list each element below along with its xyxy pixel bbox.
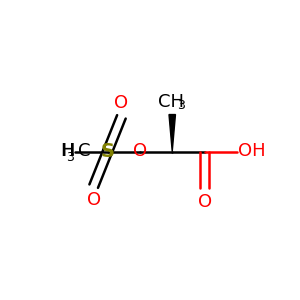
Text: OH: OH	[238, 142, 266, 160]
Polygon shape	[169, 115, 175, 152]
Text: O: O	[87, 191, 101, 209]
Text: O: O	[197, 193, 212, 211]
Text: S: S	[100, 142, 115, 161]
Text: H: H	[61, 142, 74, 160]
Text: O: O	[114, 94, 128, 112]
Text: C: C	[77, 142, 90, 160]
Text: O: O	[133, 142, 147, 160]
Text: CH: CH	[158, 93, 184, 111]
Text: $H_3C$: $H_3C$	[0, 299, 1, 300]
Text: H: H	[62, 142, 75, 160]
Text: 3: 3	[178, 100, 185, 112]
Text: 3: 3	[66, 151, 74, 164]
